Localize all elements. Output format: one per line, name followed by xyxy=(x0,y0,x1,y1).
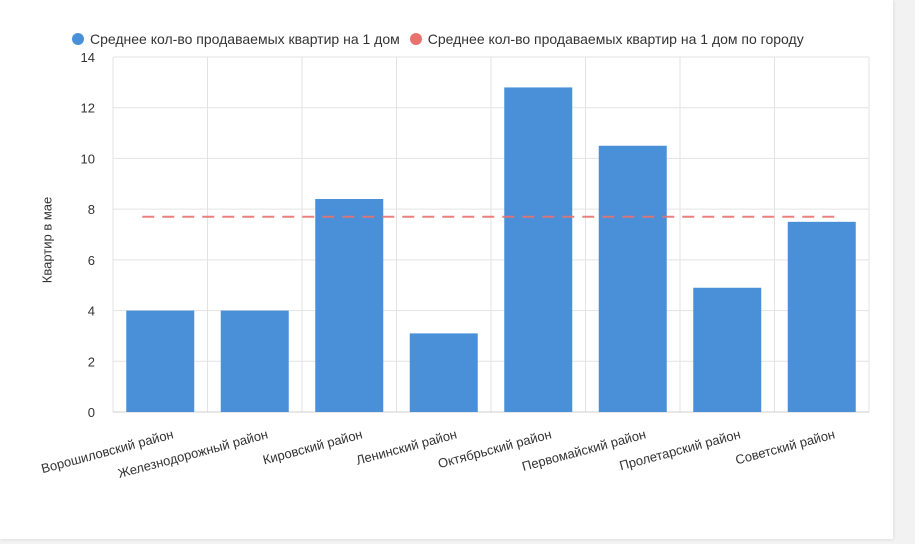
bar xyxy=(220,310,289,412)
y-tick-label: 12 xyxy=(81,101,95,116)
legend-dot-blue-icon xyxy=(72,33,84,45)
legend-item-district-avg[interactable]: Среднее кол-во продаваемых квартир на 1 … xyxy=(72,31,400,47)
y-tick-label: 2 xyxy=(88,354,95,369)
bar xyxy=(315,199,384,412)
y-tick-label: 0 xyxy=(88,405,95,420)
y-tick-label: 8 xyxy=(88,202,95,217)
x-tick-label: Кировский район xyxy=(261,426,364,467)
y-tick-label: 10 xyxy=(81,151,95,166)
bar xyxy=(598,145,667,412)
legend-dot-red-icon xyxy=(409,33,422,45)
y-tick-label: 4 xyxy=(88,304,95,319)
legend: Среднее кол-во продаваемых квартир на 1 … xyxy=(72,31,814,47)
bar xyxy=(504,87,573,412)
bar xyxy=(409,333,478,412)
bar xyxy=(693,287,762,412)
x-tick-label: Советский район xyxy=(734,426,837,467)
bar xyxy=(126,310,195,412)
legend-item-city-avg[interactable]: Среднее кол-во продаваемых квартир на 1 … xyxy=(409,31,804,47)
bar xyxy=(787,221,856,412)
y-tick-label: 14 xyxy=(81,50,95,65)
legend-label-city-avg: Среднее кол-во продаваемых квартир на 1 … xyxy=(427,31,804,47)
chart-card xyxy=(0,0,893,539)
y-tick-label: 6 xyxy=(88,253,95,268)
legend-label-district-avg: Среднее кол-во продаваемых квартир на 1 … xyxy=(90,31,400,47)
